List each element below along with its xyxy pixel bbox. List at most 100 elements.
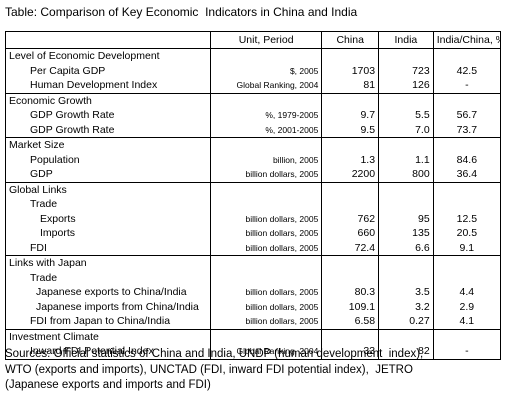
india-cell: 5.5 <box>378 108 434 123</box>
indicator-label: Japanese exports to China/India <box>5 285 211 300</box>
india-cell <box>378 197 434 212</box>
china-cell <box>321 137 380 153</box>
section-label: Level of Economic Development <box>5 48 211 64</box>
china-cell: 1703 <box>321 63 380 78</box>
indicator-label: Inward FDI Potential Index <box>5 344 211 360</box>
unit-cell: billion dollars, 2005 <box>209 167 323 182</box>
sources-note: Sources: Official statistics of China an… <box>5 347 501 394</box>
india-cell <box>378 48 434 64</box>
china-cell: 33 <box>321 344 380 360</box>
unit-cell: billion dollars, 2005 <box>209 240 323 256</box>
unit-cell <box>209 48 323 64</box>
unit-cell: billion, 2005 <box>209 152 323 167</box>
ratio-cell: 4.4 <box>432 285 502 300</box>
india-cell: 135 <box>378 226 434 241</box>
indicator-label: Human Development Index <box>5 78 211 93</box>
india-cell <box>378 92 434 108</box>
table-row: GDP Growth Rate %, 1979-2005 9.7 5.5 56.… <box>5 108 502 123</box>
china-cell: 6.58 <box>321 314 380 329</box>
ratio-cell <box>432 137 502 153</box>
china-cell <box>321 328 380 344</box>
unit-cell: billion dollars, 2005 <box>209 285 323 300</box>
table-row: Population billion, 2005 1.3 1.1 84.6 <box>5 152 502 167</box>
indicator-label: Imports <box>5 226 211 241</box>
indicator-label: GDP Growth Rate <box>5 122 211 138</box>
ratio-cell: - <box>432 78 502 93</box>
india-cell: 3.2 <box>378 299 434 314</box>
ratio-cell <box>432 92 502 108</box>
india-cell: 800 <box>378 167 434 182</box>
china-cell <box>321 197 380 212</box>
table-row: Links with Japan <box>5 255 502 271</box>
indicator-label: Population <box>5 152 211 167</box>
china-cell: 660 <box>321 226 380 241</box>
ratio-cell: - <box>432 344 502 360</box>
unit-cell: Global Ranking, 2004 <box>209 344 323 360</box>
china-cell: 2200 <box>321 167 380 182</box>
unit-cell <box>209 197 323 212</box>
ratio-cell: 2.9 <box>432 299 502 314</box>
india-cell <box>378 181 434 197</box>
unit-cell: billion dollars, 2005 <box>209 314 323 329</box>
ratio-cell: 20.5 <box>432 226 502 241</box>
china-cell: 9.7 <box>321 108 380 123</box>
unit-cell: %, 2001-2005 <box>209 122 323 138</box>
ratio-cell <box>432 197 502 212</box>
header-ratio: India/China, % <box>432 31 502 49</box>
ratio-cell: 12.5 <box>432 211 502 226</box>
subgroup-label: Trade <box>5 270 211 285</box>
table-row: Global Links <box>5 181 502 197</box>
china-cell: 72.4 <box>321 240 380 256</box>
sources-line: WTO (exports and imports), UNCTAD (FDI, … <box>5 363 413 376</box>
ratio-cell: 56.7 <box>432 108 502 123</box>
table-row: FDI billion dollars, 2005 72.4 6.6 9.1 <box>5 240 502 256</box>
china-cell: 9.5 <box>321 122 380 138</box>
table-row: Investment Climate <box>5 328 502 344</box>
table-row: Inward FDI Potential Index Global Rankin… <box>5 344 502 360</box>
india-cell: 6.6 <box>378 240 434 256</box>
india-cell: 3.5 <box>378 285 434 300</box>
india-cell: 126 <box>378 78 434 93</box>
ratio-cell: 42.5 <box>432 63 502 78</box>
china-cell <box>321 48 380 64</box>
table-row: FDI from Japan to China/India billion do… <box>5 314 502 329</box>
indicator-label: GDP Growth Rate <box>5 108 211 123</box>
section-label: Global Links <box>5 181 211 197</box>
section-label: Economic Growth <box>5 92 211 108</box>
table-row: Market Size <box>5 137 502 153</box>
china-cell: 762 <box>321 211 380 226</box>
ratio-cell <box>432 181 502 197</box>
india-cell: 723 <box>378 63 434 78</box>
unit-cell: billion dollars, 2005 <box>209 211 323 226</box>
indicator-label: Japanese imports from China/India <box>5 299 211 314</box>
unit-cell: billion dollars, 2005 <box>209 299 323 314</box>
indicators-table: Unit, Period China India India/China, % … <box>5 31 502 360</box>
unit-cell <box>209 270 323 285</box>
india-cell: 0.27 <box>378 314 434 329</box>
ratio-cell <box>432 255 502 271</box>
sources-line: (Japanese exports and imports and FDI) <box>5 379 211 391</box>
ratio-cell: 73.7 <box>432 122 502 138</box>
china-cell <box>321 181 380 197</box>
ratio-cell <box>432 48 502 64</box>
india-cell <box>378 328 434 344</box>
china-cell: 109.1 <box>321 299 380 314</box>
ratio-cell: 84.6 <box>432 152 502 167</box>
table-row: Imports billion dollars, 2005 660 135 20… <box>5 226 502 241</box>
unit-cell: $, 2005 <box>209 63 323 78</box>
india-cell <box>378 270 434 285</box>
unit-cell: %, 1979-2005 <box>209 108 323 123</box>
unit-cell <box>209 137 323 153</box>
unit-cell <box>209 181 323 197</box>
header-china: China <box>321 31 380 49</box>
indicator-label: FDI from Japan to China/India <box>5 314 211 329</box>
indicator-label: GDP <box>5 167 211 182</box>
table-title: Table: Comparison of Key Economic Indica… <box>5 5 358 19</box>
subgroup-label: Trade <box>5 197 211 212</box>
ratio-cell: 36.4 <box>432 167 502 182</box>
ratio-cell: 4.1 <box>432 314 502 329</box>
table-row: Human Development Index Global Ranking, … <box>5 78 502 93</box>
china-cell <box>321 255 380 271</box>
ratio-cell: 9.1 <box>432 240 502 256</box>
unit-cell <box>209 92 323 108</box>
